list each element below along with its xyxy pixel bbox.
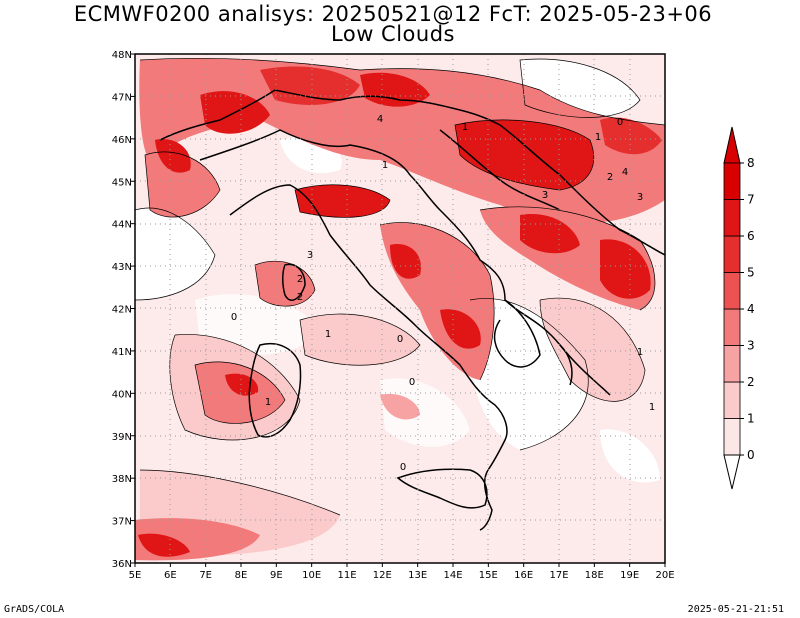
lon-label: 20E — [655, 570, 674, 581]
colorbar-label: 5 — [747, 266, 755, 280]
contour-label: 1 — [637, 347, 643, 358]
colorbar-label: 8 — [747, 156, 755, 170]
contour-label: 0 — [400, 462, 406, 473]
contour-label: 3 — [637, 192, 643, 203]
contour-label: 2 — [607, 172, 613, 183]
lon-label: 5E — [129, 570, 142, 581]
lon-label: 12E — [373, 570, 392, 581]
lat-label: 42N — [112, 305, 132, 316]
colorbar-bin — [723, 381, 741, 419]
latitude-labels: 48N 47N 46N 45N 44N 43N 42N 41N 40N 39N 38N 37N 36N — [112, 50, 132, 570]
contour-label: 3 — [542, 190, 548, 201]
colorbar-max-triangle — [723, 126, 741, 164]
contour-label: 1 — [265, 397, 271, 408]
colorbar-label: 7 — [747, 193, 755, 207]
colorbar-bin — [723, 418, 741, 456]
lat-label: 39N — [112, 432, 132, 443]
lon-label: 9E — [270, 570, 283, 581]
colorbar-bin — [723, 308, 741, 346]
colorbar-label: 2 — [747, 375, 755, 389]
contour-label: 0 — [409, 377, 415, 388]
colorbar-bin — [723, 199, 741, 237]
contour-labels: 1 2 3 4 1 0 0 1 2 3 4 1 0 1 2 3 1 0 1 0 — [231, 114, 655, 473]
colorbar-bin — [723, 345, 741, 383]
colorbar-label: 6 — [747, 229, 755, 243]
colorbar-min-triangle — [723, 454, 741, 490]
colorbar-bin — [723, 235, 741, 273]
map-grid — [135, 54, 665, 563]
contour-label: 1 — [462, 122, 468, 133]
lon-label: 6E — [164, 570, 177, 581]
lon-label: 10E — [302, 570, 321, 581]
contour-label: 0 — [397, 334, 403, 345]
lat-label: 45N — [112, 177, 132, 188]
lat-label: 41N — [112, 347, 132, 358]
lon-label: 8E — [235, 570, 248, 581]
contour-label: 0 — [231, 312, 237, 323]
map-title: ECMWF0200 analisys: 20250521@12 FcT: 202… — [73, 2, 713, 26]
lon-label: 14E — [443, 570, 462, 581]
map-subtitle: Low Clouds — [331, 22, 455, 46]
lat-label: 36N — [112, 559, 132, 570]
contour-label: 1 — [325, 329, 331, 340]
footer-timestamp: 2025-05-21-21:51 — [687, 604, 784, 615]
colorbar-label: 3 — [747, 339, 755, 353]
colorbar-label: 0 — [747, 448, 755, 462]
lon-label: 17E — [549, 570, 568, 581]
lon-label: 13E — [408, 570, 427, 581]
longitude-labels: 5E 6E 7E 8E 9E 10E 11E 12E 13E 14E 15E 16E 17E 18E 19E… — [129, 570, 675, 581]
lon-label: 16E — [514, 570, 533, 581]
contour-label: 2 — [297, 292, 303, 303]
axis-ticks — [131, 53, 666, 567]
colorbar-label: 4 — [747, 302, 755, 316]
lon-label: 15E — [479, 570, 498, 581]
lat-label: 43N — [112, 262, 132, 273]
colorbar-bin — [723, 272, 741, 310]
lon-label: 11E — [337, 570, 356, 581]
lon-label: 18E — [585, 570, 604, 581]
colorbar-bin — [723, 162, 741, 200]
footer-credit: GrADS/COLA — [4, 604, 65, 615]
lat-label: 37N — [112, 517, 132, 528]
lat-label: 46N — [112, 135, 132, 146]
lon-label: 7E — [199, 570, 212, 581]
contour-label: 0 — [617, 117, 623, 128]
contour-label: 4 — [377, 114, 383, 125]
contour-label: 3 — [307, 250, 313, 261]
lat-label: 44N — [112, 220, 132, 231]
cloud-field: 1 2 3 4 1 0 0 1 2 3 4 1 0 1 2 3 1 0 1 0 — [135, 54, 665, 563]
lat-label: 47N — [112, 92, 132, 103]
contour-label: 1 — [382, 160, 388, 171]
contour-label: 4 — [622, 167, 628, 178]
colorbar: 0 1 2 3 4 5 6 7 8 — [723, 126, 755, 490]
lon-label: 19E — [620, 570, 639, 581]
contour-label: 2 — [297, 274, 303, 285]
lat-label: 38N — [112, 474, 132, 485]
lat-label: 40N — [112, 389, 132, 400]
contour-label: 1 — [649, 402, 655, 413]
lat-label: 48N — [112, 50, 132, 61]
colorbar-label: 1 — [747, 412, 755, 426]
contour-label: 1 — [595, 132, 601, 143]
